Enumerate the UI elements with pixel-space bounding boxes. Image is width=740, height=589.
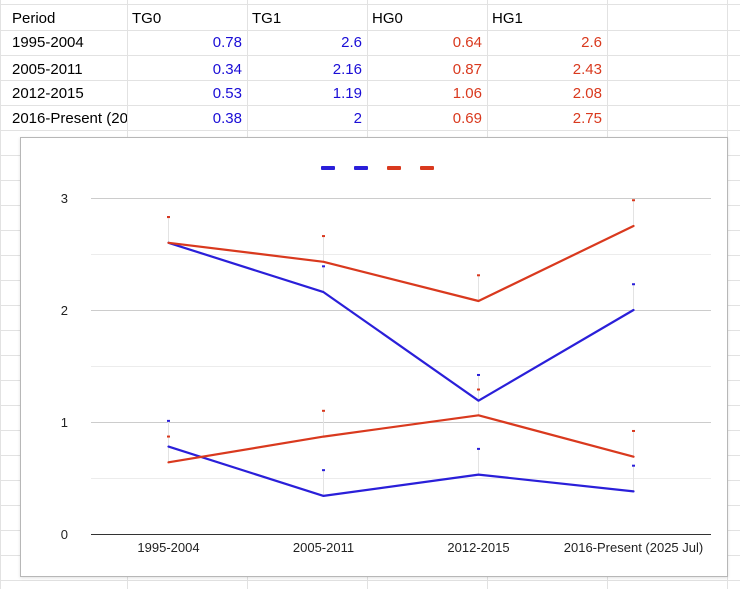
value-cell[interactable]: 2 [353, 110, 362, 127]
value-cell[interactable]: 0.87 [452, 61, 482, 78]
series-line-hg1[interactable] [167, 224, 635, 303]
value-cell[interactable]: 0.78 [212, 34, 242, 51]
legend [321, 166, 434, 170]
value-cell[interactable]: 0.64 [452, 34, 482, 51]
header-cell[interactable]: HG0 [372, 10, 403, 27]
header-cell[interactable]: TG1 [252, 10, 282, 27]
x-tick-label: 2012-2015 [447, 540, 509, 555]
value-cell[interactable]: 0.34 [212, 61, 242, 78]
header-cell[interactable]: HG1 [492, 10, 523, 27]
legend-swatch[interactable] [420, 166, 434, 170]
period-cell[interactable]: 2005-2011 [12, 61, 83, 78]
value-cell[interactable]: 2.43 [572, 61, 602, 78]
legend-swatch[interactable] [387, 166, 401, 170]
value-cell[interactable]: 0.53 [212, 85, 242, 102]
legend-swatch[interactable] [321, 166, 335, 170]
period-cell[interactable]: 1995-2004 [12, 34, 84, 51]
series-line-tg0[interactable] [167, 445, 635, 497]
y-tick-label: 1 [61, 415, 68, 430]
x-tick-label: 1995-2004 [137, 540, 199, 555]
value-cell[interactable]: 2.16 [332, 61, 362, 78]
line-chart: 0 1 2 3 1995-2004 2005-2011 2012-2015 2016-Pres… [61, 166, 711, 555]
value-cell[interactable]: 2.6 [341, 34, 362, 51]
chart-panel[interactable]: 0 1 2 3 1995-2004 2005-2011 2012-2015 2016-Pres… [20, 137, 728, 577]
y-tick-label: 3 [61, 191, 68, 206]
value-cell[interactable]: 2.6 [581, 34, 602, 51]
header-cell[interactable]: TG0 [132, 10, 162, 27]
series-line-hg0[interactable] [167, 414, 635, 464]
value-cell[interactable]: 0.38 [212, 110, 242, 127]
y-tick-label: 0 [61, 527, 68, 542]
value-cell[interactable]: 2.75 [572, 110, 602, 127]
period-cell[interactable]: 2016-Present (2025 Jul) [12, 110, 127, 127]
header-cell[interactable]: Period [12, 10, 56, 27]
x-tick-label: 2005-2011 [293, 540, 354, 555]
legend-swatch[interactable] [354, 166, 368, 170]
value-cell[interactable]: 2.08 [572, 85, 602, 102]
y-tick-label: 2 [61, 303, 68, 318]
x-tick-label: 2016-Present (2025 Jul) [564, 540, 703, 555]
value-cell[interactable]: 1.06 [452, 85, 482, 102]
value-cell[interactable]: 0.69 [452, 110, 482, 127]
value-cell[interactable]: 1.19 [332, 85, 362, 102]
period-cell[interactable]: 2012-2015 [12, 85, 84, 102]
series-line-tg1[interactable] [167, 241, 635, 402]
